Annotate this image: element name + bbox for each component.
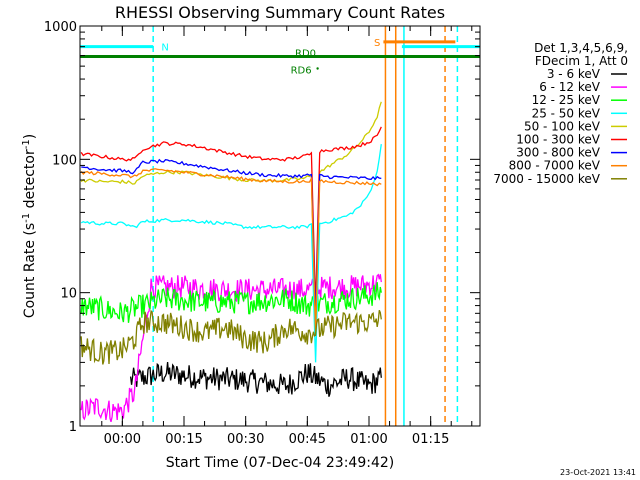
- x-tick-label: 00:45: [289, 432, 326, 447]
- y-tick-label: 100: [52, 153, 77, 168]
- flag-dot: [316, 67, 319, 70]
- series-line: [80, 126, 382, 308]
- series-line: [80, 168, 382, 332]
- timestamp: 23-Oct-2021 13:41: [560, 468, 636, 477]
- event-markers: [152, 26, 459, 426]
- legend-label: 7000 - 15000 keV: [493, 172, 600, 186]
- y-axis: 1 10 100 1000: [44, 20, 480, 435]
- y-tick-label: 1000: [44, 20, 77, 35]
- series-line: [81, 158, 382, 322]
- legend-label: 6 - 12 keV: [539, 80, 601, 94]
- legend-label: 3 - 6 keV: [547, 67, 601, 81]
- x-axis: 00:00 00:15 00:30 00:45 01:00 01:15: [101, 26, 473, 447]
- y-tick-label: 10: [60, 287, 77, 302]
- legend-label: 50 - 100 keV: [524, 119, 601, 133]
- series-line: [80, 282, 382, 323]
- legend: Det 1,3,4,5,6,9,FDecim 1, Att 03 - 6 keV…: [493, 41, 628, 186]
- flag-label: S: [374, 38, 380, 49]
- x-axis-label: Start Time (07-Dec-04 23:49:42): [166, 455, 394, 471]
- series-line: [129, 362, 382, 397]
- chart-title: RHESSI Observing Summary Count Rates: [115, 3, 445, 22]
- flag-bars: N RD0 RD6 S: [80, 38, 480, 77]
- y-axis-label: Count Rate (s-1 detector-1): [21, 134, 38, 318]
- series-line: [80, 144, 382, 363]
- legend-label: 300 - 800 keV: [516, 146, 600, 160]
- flag-label: N: [161, 43, 168, 54]
- series-line: [80, 309, 382, 365]
- x-tick-label: 00:00: [104, 432, 141, 447]
- x-tick-label: 00:15: [165, 432, 202, 447]
- y-tick-label: 1: [69, 420, 77, 435]
- plot-frame: [79, 25, 481, 427]
- plot-area: [80, 26, 480, 426]
- flag-label: RD6: [291, 66, 312, 77]
- legend-header: FDecim 1, Att 0: [535, 54, 628, 68]
- legend-label: 800 - 7000 keV: [509, 159, 601, 173]
- legend-label: 25 - 50 keV: [532, 106, 601, 120]
- legend-label: 100 - 300 keV: [516, 133, 600, 147]
- series-line: [80, 273, 382, 422]
- legend-label: 12 - 25 keV: [532, 93, 601, 107]
- flag-label: RD0: [295, 49, 316, 60]
- x-tick-label: 01:00: [350, 432, 387, 447]
- data-series: [80, 101, 382, 422]
- x-tick-label: 01:15: [412, 432, 449, 447]
- x-tick-label: 00:30: [227, 432, 264, 447]
- legend-header: Det 1,3,4,5,6,9,: [534, 41, 628, 55]
